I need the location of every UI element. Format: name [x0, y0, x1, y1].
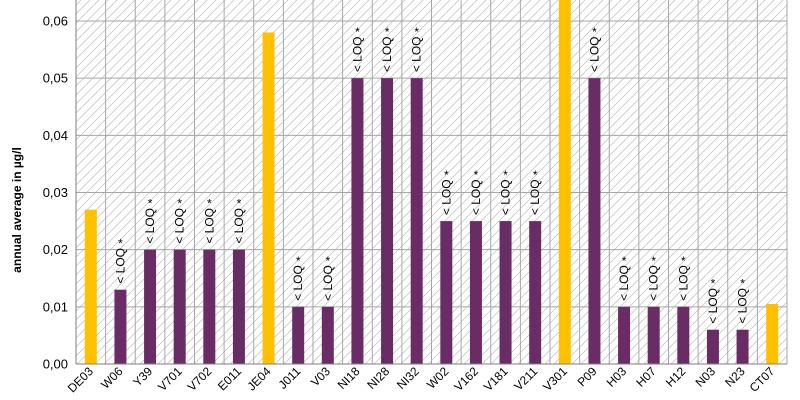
loq-label: < LOQ: [113, 248, 127, 284]
loq-marker: *: [296, 254, 301, 268]
loq-label: < LOQ: [647, 265, 661, 301]
x-tick-label: P09: [575, 364, 600, 389]
loq-marker: *: [237, 197, 242, 211]
loq-label: < LOQ: [736, 288, 750, 324]
bar-below-loq: [114, 289, 127, 364]
bar-below-loq: [321, 306, 334, 364]
loq-label: < LOQ: [291, 265, 305, 301]
x-tick-label: NI18: [335, 364, 363, 392]
x-tick-label: W06: [98, 364, 126, 392]
y-tick-label: 0,01: [43, 299, 68, 314]
loq-label: < LOQ: [202, 208, 216, 244]
x-tick-label: NI32: [394, 364, 422, 392]
x-tick-label: V211: [511, 364, 540, 393]
x-tick-label: V162: [451, 364, 481, 394]
y-axis-title: annual average in µg/l: [10, 147, 24, 273]
loq-label: < LOQ: [587, 36, 601, 72]
loq-marker: *: [474, 168, 479, 182]
y-tick-label: 0,03: [43, 185, 68, 200]
loq-label: < LOQ: [173, 208, 187, 244]
x-tick-label: H07: [633, 364, 659, 390]
loq-marker: *: [622, 254, 627, 268]
bar-below-loq: [647, 306, 660, 364]
bar-below-loq: [440, 221, 453, 364]
bar-below-loq: [499, 221, 512, 364]
bar-below-loq: [144, 249, 157, 364]
bar-below-loq: [618, 306, 631, 364]
y-tick-label: 0,02: [43, 242, 68, 257]
x-tick-label: NI28: [364, 364, 392, 392]
x-tick-label: V701: [155, 364, 185, 394]
y-tick-label: 0,05: [43, 71, 68, 86]
bar-below-loq: [588, 78, 601, 365]
x-tick-label: CT07: [747, 364, 778, 395]
loq-marker: *: [681, 254, 686, 268]
loq-marker: *: [711, 277, 716, 291]
bar-below-loq: [292, 306, 305, 364]
loq-marker: *: [148, 197, 153, 211]
bar-below-loq: [529, 221, 542, 364]
loq-label: < LOQ: [617, 265, 631, 301]
loq-marker: *: [740, 277, 745, 291]
x-tick-label: H12: [663, 364, 689, 390]
loq-label: < LOQ: [143, 208, 157, 244]
bar-below-loq: [351, 78, 364, 365]
y-tick-label: 0,04: [43, 128, 68, 143]
loq-label: < LOQ: [499, 179, 513, 215]
bar-below-loq: [677, 306, 690, 364]
loq-marker: *: [651, 254, 656, 268]
loq-marker: *: [207, 197, 212, 211]
x-tick-label: V03: [308, 364, 333, 389]
bar-below-loq: [706, 329, 719, 364]
loq-marker: *: [414, 25, 419, 39]
y-tick-label: 0,06: [43, 14, 68, 29]
loq-label: < LOQ: [232, 208, 246, 244]
x-tick-label: N23: [722, 364, 748, 390]
x-tick-label: E011: [215, 364, 244, 393]
x-tick-label: V301: [540, 364, 570, 394]
bar-measured: [84, 209, 97, 364]
bar-below-loq: [232, 249, 245, 364]
loq-marker: *: [385, 25, 390, 39]
x-tick-label: JE04: [244, 364, 273, 393]
bar-below-loq: [469, 221, 482, 364]
bar-below-loq: [736, 329, 749, 364]
bar-below-loq: [203, 249, 216, 364]
loq-label: < LOQ: [321, 265, 335, 301]
bar-measured: [558, 0, 571, 364]
x-tick-label: W02: [424, 364, 452, 392]
loq-marker: *: [325, 254, 330, 268]
loq-label: < LOQ: [528, 179, 542, 215]
x-tick-label: H03: [604, 364, 630, 390]
bar-below-loq: [410, 78, 423, 365]
loq-marker: *: [503, 168, 508, 182]
x-tick-label: DE03: [65, 364, 96, 395]
loq-marker: *: [444, 168, 449, 182]
x-tick-label: Y39: [130, 364, 155, 389]
x-tick-label: V181: [481, 364, 511, 394]
x-tick-label: J011: [276, 364, 304, 392]
loq-marker: *: [355, 25, 360, 39]
y-tick-label: 0,00: [43, 357, 68, 372]
bar-below-loq: [173, 249, 186, 364]
bar-measured: [766, 303, 779, 364]
loq-label: < LOQ: [350, 36, 364, 72]
loq-label: < LOQ: [380, 36, 394, 72]
bar-below-loq: [381, 78, 394, 365]
loq-marker: *: [177, 197, 182, 211]
bar-measured: [262, 32, 275, 364]
loq-label: < LOQ: [439, 179, 453, 215]
loq-label: < LOQ: [706, 288, 720, 324]
x-tick-label: N03: [693, 364, 719, 390]
x-tick-label: V702: [185, 364, 215, 394]
loq-marker: *: [592, 25, 597, 39]
loq-label: < LOQ: [410, 36, 424, 72]
loq-marker: *: [533, 168, 538, 182]
loq-marker: *: [118, 237, 123, 251]
loq-label: < LOQ: [676, 265, 690, 301]
loq-label: < LOQ: [469, 179, 483, 215]
